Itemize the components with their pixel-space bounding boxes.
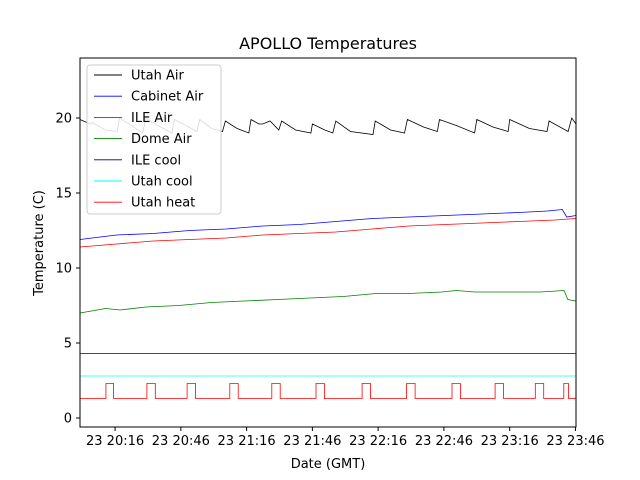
- legend-box: [86, 64, 222, 215]
- legend-label-utah-heat: Utah heat: [131, 196, 195, 211]
- series-line-ile-air: [79, 218, 577, 248]
- legend-label-utah-air: Utah Air: [131, 69, 184, 84]
- y-tick-label: 20: [55, 112, 72, 127]
- x-tick-label: 23 21:46: [283, 434, 341, 449]
- plot-area: 23 20:16 23 20:46 23 21:16 23 21:46 23 22:16…: [55, 57, 605, 449]
- chart-title: APOLLO Temperatures: [239, 34, 417, 53]
- legend-label-ile-cool: ILE cool: [131, 153, 181, 168]
- legend-label-cabinet-air: Cabinet Air: [131, 90, 204, 105]
- y-tick-label: 5: [64, 337, 72, 352]
- legend-label-ile-air: ILE Air: [131, 111, 173, 126]
- x-tick-label: 23 22:16: [349, 434, 407, 449]
- x-axis: 23 20:16 23 20:46 23 21:16 23 21:46 23 22:16…: [86, 427, 605, 449]
- y-axis-label: Temperature (C): [32, 190, 47, 297]
- y-axis: 0 5 10 15 20: [55, 112, 80, 427]
- legend-label-dome-air: Dome Air: [131, 132, 192, 147]
- x-tick-label: 23 23:16: [481, 434, 539, 449]
- x-tick-label: 23 20:46: [152, 434, 210, 449]
- series-line-dome-air: [79, 290, 577, 314]
- x-tick-label: 23 21:16: [218, 434, 276, 449]
- x-tick-label: 23 20:16: [86, 434, 144, 449]
- legend: Utah Air Cabinet Air ILE Air Dome Air ILE co…: [86, 64, 222, 215]
- axes-frame: [79, 57, 577, 428]
- y-tick-label: 10: [55, 262, 72, 277]
- series-line-cabinet-air: [79, 209, 577, 240]
- legend-label-utah-cool: Utah cool: [131, 175, 193, 190]
- x-tick-label: 23 22:46: [415, 434, 473, 449]
- y-tick-label: 15: [55, 187, 72, 202]
- series-line-utah-heat: [80, 383, 576, 399]
- x-axis-label: Date (GMT): [291, 457, 366, 472]
- y-tick-label: 0: [64, 412, 72, 427]
- x-tick-label: 23 23:46: [546, 434, 604, 449]
